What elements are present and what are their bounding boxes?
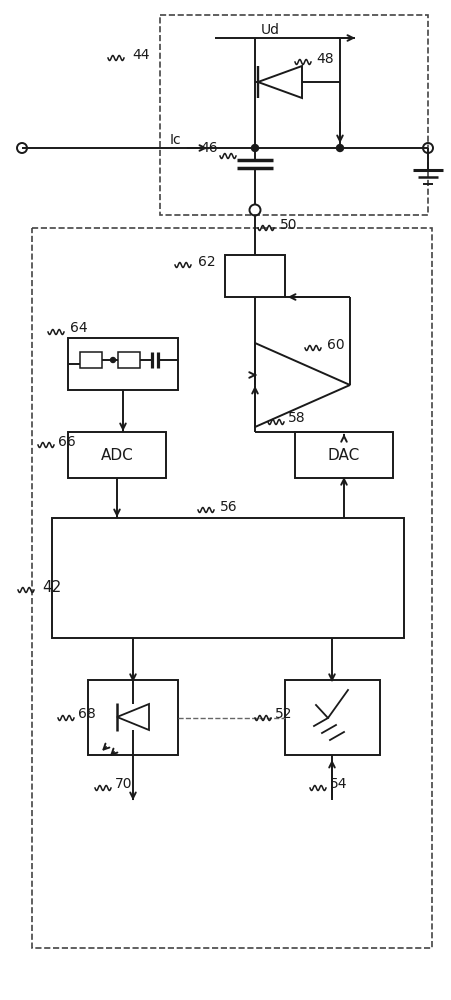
Text: 46: 46	[200, 141, 218, 155]
Polygon shape	[258, 66, 302, 98]
Text: 52: 52	[275, 707, 293, 721]
Text: 56: 56	[220, 500, 238, 514]
Text: ADC: ADC	[101, 448, 133, 462]
Circle shape	[110, 358, 115, 362]
Bar	[32, 228, 432, 948]
Text: 44: 44	[132, 48, 149, 62]
Text: 62: 62	[198, 255, 216, 269]
Bar	[295, 432, 393, 478]
Polygon shape	[117, 704, 149, 730]
Bar	[68, 338, 178, 390]
Bar	[68, 432, 166, 478]
Text: 58: 58	[288, 411, 306, 425]
Text: 54: 54	[330, 777, 348, 791]
Circle shape	[336, 144, 344, 151]
Text: 42: 42	[42, 580, 61, 594]
Text: 66: 66	[58, 435, 76, 449]
Text: 70: 70	[115, 777, 133, 791]
Bar	[88, 680, 178, 755]
Bar	[160, 15, 428, 215]
Text: Ic: Ic	[169, 133, 181, 147]
Circle shape	[252, 144, 258, 151]
Text: 60: 60	[327, 338, 345, 352]
Text: 64: 64	[70, 321, 87, 335]
Bar	[225, 255, 285, 297]
Bar	[52, 518, 404, 638]
Text: 68: 68	[78, 707, 96, 721]
Text: 50: 50	[280, 218, 298, 232]
Bar	[80, 352, 102, 368]
Bar	[285, 680, 380, 755]
Text: DAC: DAC	[328, 448, 360, 462]
Bar	[118, 352, 140, 368]
Text: Ud: Ud	[261, 23, 280, 37]
Text: 48: 48	[316, 52, 334, 66]
